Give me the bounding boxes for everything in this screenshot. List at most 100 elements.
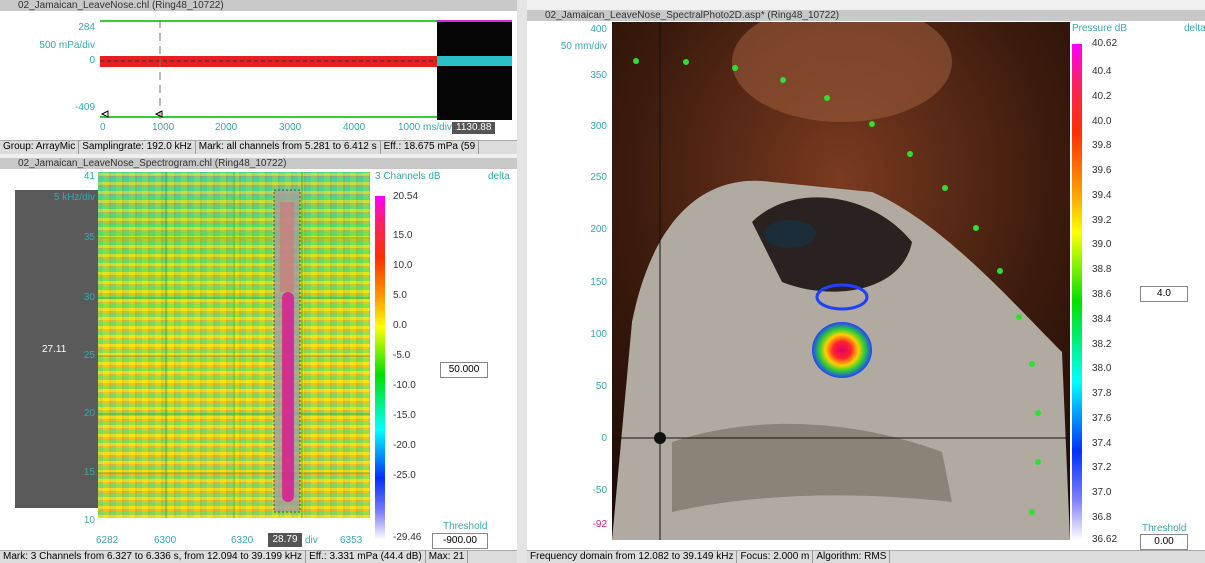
signal-marked: [437, 56, 512, 66]
scale-label: 15.0: [393, 230, 412, 242]
scale-label: 37.0: [1092, 487, 1111, 499]
status-field: Samplingrate: 192.0 kHz: [79, 141, 196, 154]
scale-label: -15.0: [393, 410, 416, 422]
scale-label: 39.2: [1092, 215, 1111, 227]
status-field: Group: ArrayMic: [0, 141, 79, 154]
scale-label: -25.0: [393, 470, 416, 482]
scale-label: 39.8: [1092, 140, 1111, 152]
scale-label: 38.4: [1092, 314, 1111, 326]
y-tick-label: 50 mm/div: [561, 41, 607, 53]
status-field: Algorithm: RMS: [813, 551, 890, 563]
x-tick-label: 0: [100, 122, 106, 134]
splitter: [517, 0, 527, 563]
scale-label: 40.4: [1092, 66, 1111, 78]
scale-label: -5.0: [393, 350, 410, 362]
signal-band: [280, 202, 294, 292]
y-tick-label: 350: [590, 70, 607, 82]
cursor-y-readout: 27.11: [42, 344, 66, 356]
status-field: Eff.: 18.675 mPa (59: [381, 141, 480, 154]
y-tick-label: -50: [593, 485, 607, 497]
x-tick-label: 4000: [343, 122, 365, 134]
scale-label: 10.0: [393, 260, 412, 272]
scale-label: -29.46: [393, 532, 421, 544]
status-field: Eff.: 3.331 mPa (44.4 dB): [306, 551, 426, 563]
threshold-input[interactable]: 0.00: [1140, 534, 1188, 550]
y-tick-label: 10: [84, 515, 95, 527]
threshold-input[interactable]: -900.00: [432, 533, 488, 549]
y-tick-label: 500 mPa/div: [39, 40, 95, 52]
status-bar: Frequency domain from 12.082 to 39.149 k…: [527, 550, 1205, 563]
scale-label: 38.6: [1092, 289, 1111, 301]
threshold-label: Threshold: [443, 521, 487, 533]
scale-label: 0.0: [393, 320, 407, 332]
y-tick-label: 35: [84, 232, 95, 244]
scale-label: 39.6: [1092, 165, 1111, 177]
scale-label: 37.8: [1092, 388, 1111, 400]
scale-label: 40.2: [1092, 91, 1111, 103]
y-tick-label: 25: [84, 350, 95, 362]
x-tick-label: 6282: [96, 535, 118, 547]
x-tick-label: 2000: [215, 122, 237, 134]
legend-title: Pressure dB: [1072, 23, 1127, 35]
y-tick-label: 100: [590, 329, 607, 341]
y-tick-label: 150: [590, 277, 607, 289]
y-tick-label: -92: [593, 519, 607, 531]
status-field: Mark: 3 Channels from 6.327 to 6.336 s, …: [0, 551, 306, 563]
delta-label: delta: [488, 171, 510, 183]
waveform-plot: [100, 20, 512, 120]
y-tick-label: 284: [78, 22, 95, 34]
x-tick-label: 6353: [340, 535, 362, 547]
y-tick-label: 250: [590, 172, 607, 184]
color-bar: [1072, 44, 1082, 540]
scale-label: 39.4: [1092, 190, 1111, 202]
spectrogram-overlay: [98, 172, 370, 518]
y-tick-label: 20: [84, 408, 95, 420]
y-tick-label: 0: [601, 433, 607, 445]
origin: [654, 432, 666, 444]
scale-label: 37.2: [1092, 462, 1111, 474]
scale-label: -10.0: [393, 380, 416, 392]
scale-label: 38.0: [1092, 363, 1111, 375]
signal-band: [282, 292, 294, 502]
y-tick-label: 30: [84, 292, 95, 304]
x-tick-label: 6320: [231, 535, 253, 547]
y-tick-label: 15: [84, 467, 95, 479]
scale-label: 20.54: [393, 191, 418, 203]
x-tick-label: 1000: [152, 122, 174, 134]
y-tick-label: -409: [75, 102, 95, 114]
delta-label: delta: [1184, 23, 1205, 35]
mark-region: [437, 20, 512, 120]
acoustic-photo: [612, 22, 1070, 540]
x-unit: div: [305, 535, 318, 547]
scale-label: 37.6: [1092, 413, 1111, 425]
y-tick-label: 41: [84, 171, 95, 183]
scale-label: 39.0: [1092, 239, 1111, 251]
scale-label: 40.0: [1092, 116, 1111, 128]
status-bar: Mark: 3 Channels from 6.327 to 6.336 s, …: [0, 550, 517, 563]
cursor-readout: 1130.88: [452, 122, 495, 134]
y-tick-label: 200: [590, 224, 607, 236]
scale-label: 5.0: [393, 290, 407, 302]
scale-label: 38.2: [1092, 339, 1111, 351]
value-box[interactable]: 50.000: [440, 362, 488, 378]
scale-label: 38.8: [1092, 264, 1111, 276]
y-tick-label: 0: [89, 55, 95, 67]
plot-bg: [100, 20, 437, 120]
x-tick-label: 3000: [279, 122, 301, 134]
hotspot: [812, 322, 872, 378]
status-field: Focus: 2.000 m: [737, 551, 813, 563]
x-tick-label: 6300: [154, 535, 176, 547]
y-tick-label: 400: [590, 24, 607, 36]
y-tick-label: 5 kHz/div: [54, 192, 95, 204]
grid: [98, 172, 370, 518]
scale-label: 40.62: [1092, 38, 1117, 50]
value-box[interactable]: 4.0: [1140, 286, 1188, 302]
contour: [764, 220, 816, 248]
y-tick-label: 50: [596, 381, 607, 393]
status-field: Frequency domain from 12.082 to 39.149 k…: [527, 551, 737, 563]
scale-label: 36.8: [1092, 512, 1111, 524]
status-field: Mark: all channels from 5.281 to 6.412 s: [196, 141, 381, 154]
status-field: Max: 21: [426, 551, 469, 563]
legend-title: 3 Channels dB: [375, 171, 441, 183]
